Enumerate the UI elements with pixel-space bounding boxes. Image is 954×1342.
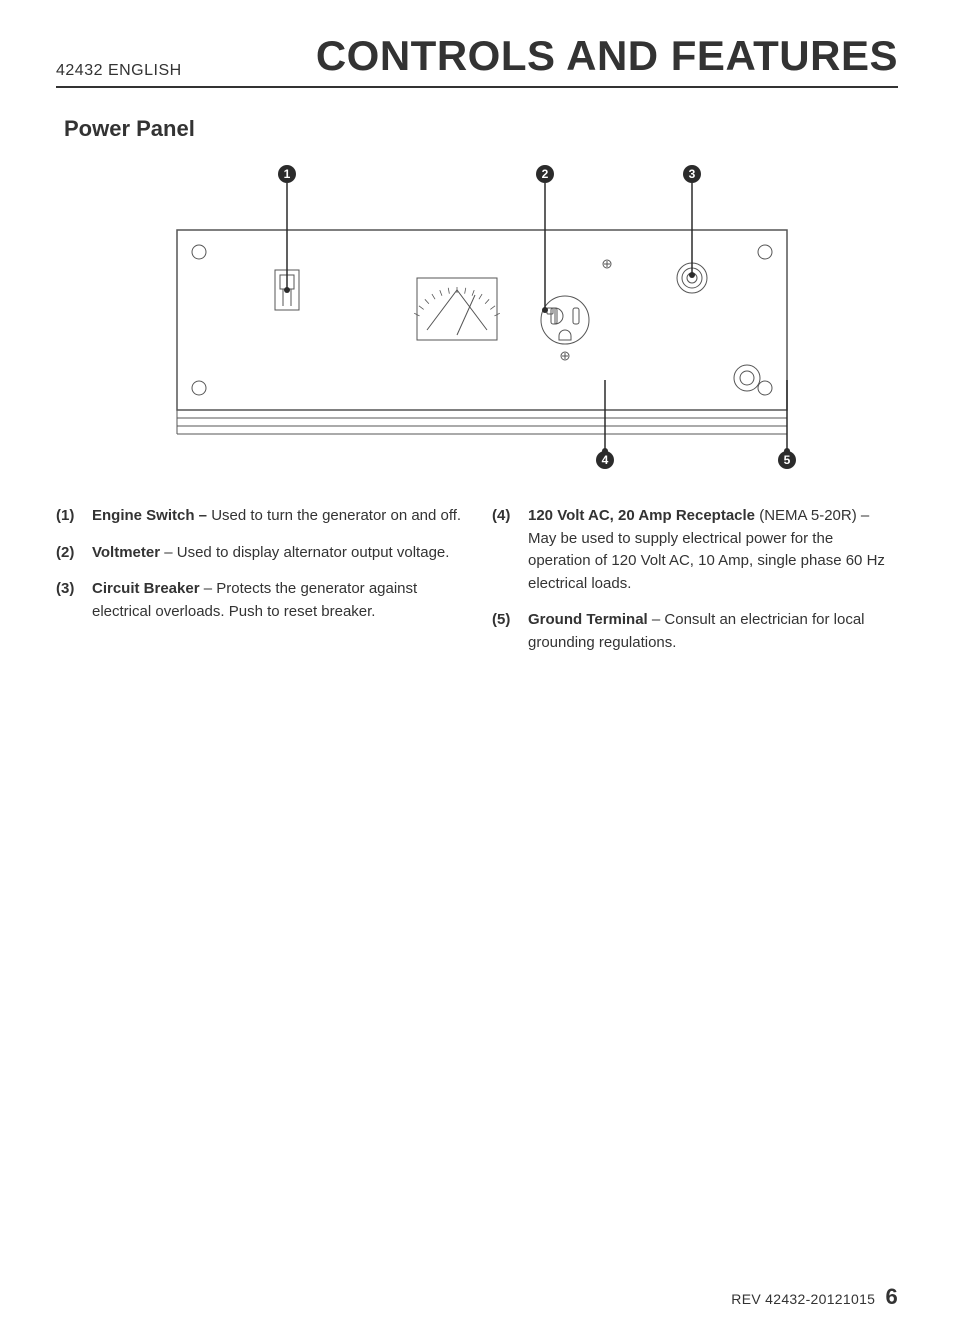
panel-svg: 1 2 3 4 5 (127, 160, 827, 470)
feature-col-right: (4)120 Volt AC, 20 Amp Receptacle (NEMA … (492, 505, 898, 668)
feature-item-body: Circuit Breaker – Protects the generator… (92, 578, 462, 623)
power-panel-diagram: 1 2 3 4 5 (56, 160, 898, 475)
footer-page-number: 6 (885, 1284, 898, 1309)
svg-text:4: 4 (602, 453, 609, 467)
feature-item-body: 120 Volt AC, 20 Amp Receptacle (NEMA 5-2… (528, 505, 898, 595)
page-header: 42432 ENGLISH CONTROLS AND FEATURES (56, 32, 898, 88)
page-title: CONTROLS AND FEATURES (316, 32, 898, 80)
feature-item-body: Ground Terminal – Consult an electrician… (528, 609, 898, 654)
section-title: Power Panel (64, 116, 898, 142)
feature-item-text: Used to turn the generator on and off. (207, 507, 461, 524)
doc-code-number: 42432 (56, 62, 103, 79)
svg-text:2: 2 (542, 167, 549, 181)
feature-item-label: Engine Switch – (92, 507, 207, 524)
feature-item-body: Engine Switch – Used to turn the generat… (92, 505, 462, 528)
feature-item-label: Ground Terminal (528, 611, 648, 628)
feature-item-number: (1) (56, 505, 92, 528)
feature-item-number: (3) (56, 578, 92, 623)
feature-col-left: (1)Engine Switch – Used to turn the gene… (56, 505, 462, 668)
footer-rev: REV 42432-20121015 (731, 1291, 875, 1307)
feature-list: (1)Engine Switch – Used to turn the gene… (56, 505, 898, 668)
page-footer: REV 42432-20121015 6 (731, 1284, 898, 1310)
feature-item: (4)120 Volt AC, 20 Amp Receptacle (NEMA … (492, 505, 898, 595)
doc-code: 42432 ENGLISH (56, 62, 182, 80)
feature-item-number: (2) (56, 542, 92, 565)
svg-text:1: 1 (284, 167, 291, 181)
feature-item-label: Circuit Breaker (92, 580, 200, 597)
feature-item-label: 120 Volt AC, 20 Amp Receptacle (528, 507, 755, 524)
feature-item: (5)Ground Terminal – Consult an electric… (492, 609, 898, 654)
doc-language: ENGLISH (108, 62, 182, 79)
feature-item-number: (5) (492, 609, 528, 654)
feature-item: (1)Engine Switch – Used to turn the gene… (56, 505, 462, 528)
feature-item-number: (4) (492, 505, 528, 595)
svg-text:3: 3 (689, 167, 696, 181)
feature-item-body: Voltmeter – Used to display alternator o… (92, 542, 462, 565)
feature-item-text: – Used to display alternator output volt… (160, 544, 449, 561)
feature-item: (2)Voltmeter – Used to display alternato… (56, 542, 462, 565)
feature-item: (3)Circuit Breaker – Protects the genera… (56, 578, 462, 623)
svg-text:5: 5 (784, 453, 791, 467)
feature-item-label: Voltmeter (92, 544, 160, 561)
